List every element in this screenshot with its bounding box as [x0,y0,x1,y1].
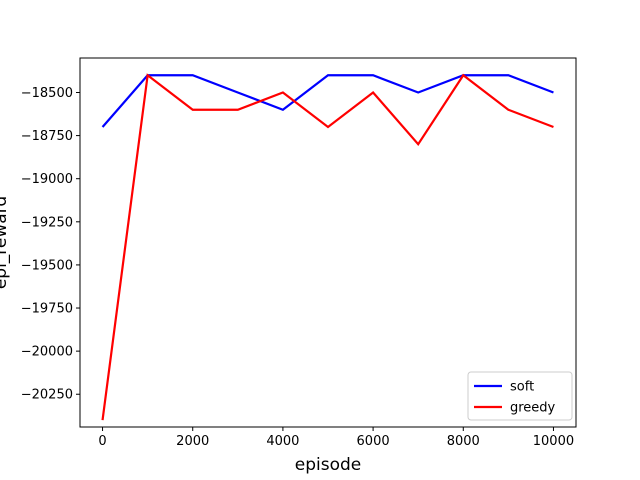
y-tick-label: −19250 [21,215,73,230]
series-line-soft [101,74,554,128]
legend: soft greedy [467,371,573,421]
x-tick-label: 2000 [176,434,209,449]
x-tick-label: 6000 [357,434,390,449]
series-line-greedy [101,73,554,421]
y-tick-label: −18750 [21,129,73,144]
y-axis-ticks: −20250 −20000 −19750 −19500 −19250 −19000 −187… [21,86,80,403]
series-layer [101,73,554,421]
x-axis-ticks: 0 2000 4000 6000 8000 10000 [98,427,574,449]
y-axis-title: epi_reward [0,196,11,289]
y-tick-label: −19500 [21,258,73,273]
y-tick-label: −19750 [21,302,73,317]
x-tick-label: 4000 [266,434,299,449]
legend-label-greedy: greedy [510,401,556,416]
plot-background [80,58,576,427]
y-tick-label: −18500 [21,86,73,101]
x-tick-label: 8000 [447,434,480,449]
y-tick-label: −20250 [21,388,73,403]
plot-area [80,58,576,427]
y-tick-label: −20000 [21,345,73,360]
legend-label-soft: soft [510,380,534,395]
x-tick-label: 0 [98,434,106,449]
x-tick-label: 10000 [533,434,574,449]
y-tick-label: −19000 [21,172,73,187]
x-axis-title: episode [295,455,361,475]
plot-frame [79,57,577,428]
